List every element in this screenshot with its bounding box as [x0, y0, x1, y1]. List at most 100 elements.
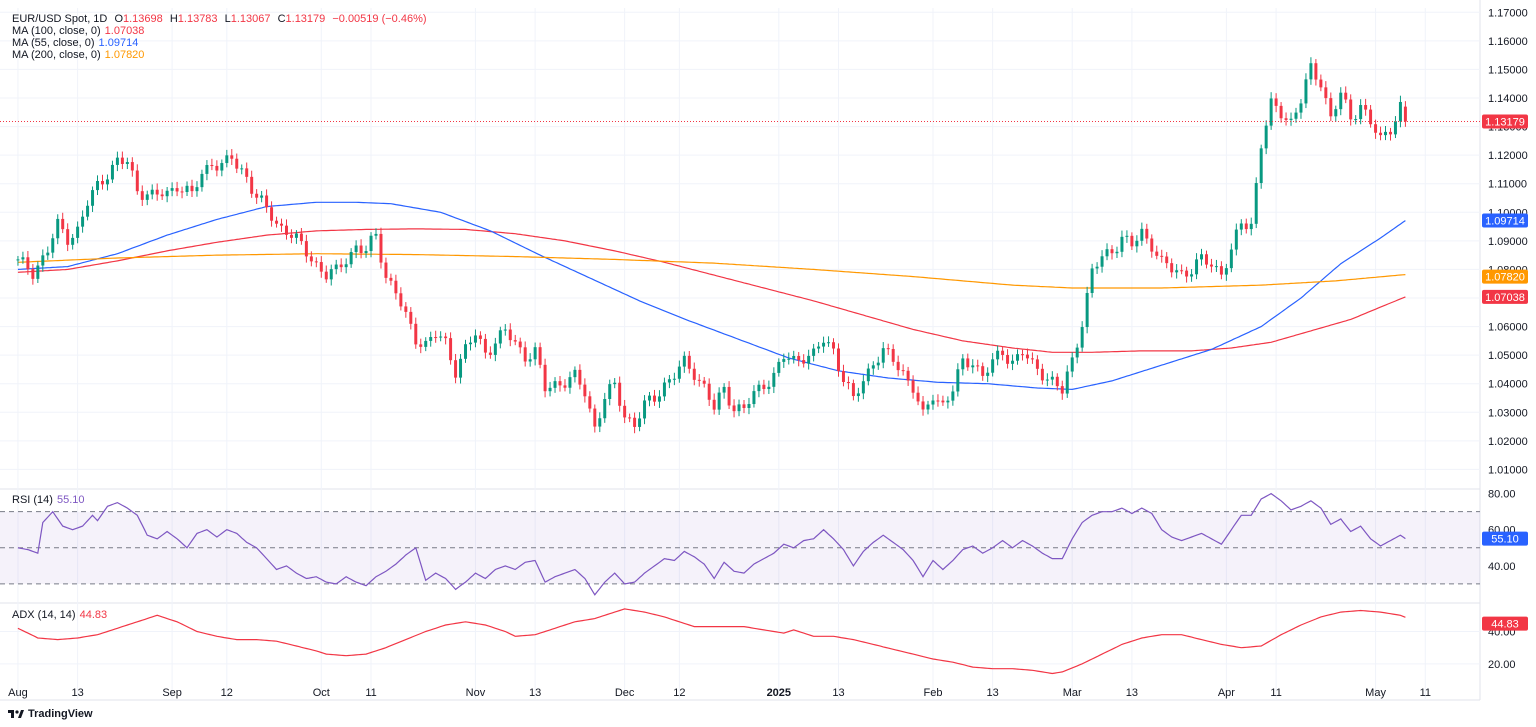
candle-up	[752, 391, 756, 405]
candle-up	[439, 336, 443, 338]
candle-down	[130, 162, 134, 171]
x-tick-label: 11	[365, 687, 376, 699]
candle-up	[195, 187, 199, 192]
price-label-bg	[1482, 213, 1528, 228]
candle-up	[782, 359, 786, 362]
candle-down	[901, 370, 905, 372]
candle-up	[1190, 274, 1194, 277]
candle-down	[832, 342, 836, 349]
adx-legend[interactable]: ADX (14, 14) 44.83	[12, 609, 111, 621]
candle-down	[399, 293, 403, 307]
candle-up	[473, 335, 477, 343]
candle-up	[334, 264, 338, 270]
candle-down	[936, 400, 940, 402]
rsi-legend[interactable]: RSI (14) 55.10	[12, 494, 89, 506]
candle-up	[374, 233, 378, 236]
candle-up	[1269, 98, 1273, 126]
candle-up	[1309, 63, 1313, 80]
candle-up	[1259, 148, 1263, 184]
candle-down	[802, 360, 806, 364]
candle-down	[1324, 87, 1328, 99]
price-tick-label: 1.03000	[1488, 407, 1528, 419]
candle-up	[747, 404, 751, 409]
tradingview-logo[interactable]: TradingView	[8, 708, 93, 720]
candle-down	[1274, 98, 1278, 106]
x-tick-label: 13	[529, 687, 541, 699]
candle-up	[1100, 256, 1104, 267]
candle-down	[633, 417, 637, 427]
candle-up	[81, 216, 85, 227]
candle-down	[419, 344, 423, 347]
candle-down	[155, 189, 159, 195]
candle-down	[508, 329, 512, 341]
candle-up	[71, 237, 75, 245]
candle-up	[96, 181, 100, 191]
candle-down	[702, 380, 706, 384]
candle-down	[762, 384, 766, 390]
adx-value-label-bg	[1482, 616, 1528, 631]
candle-up	[568, 377, 572, 388]
candle-up	[429, 337, 433, 341]
candle-down	[513, 340, 517, 342]
candle-down	[558, 381, 562, 386]
candle-down	[488, 352, 492, 355]
axes: Aug 13 Sep 12 Oct 11 Nov 13 Dec 12 2025 13 Feb 13 Mar 1…	[8, 7, 1528, 699]
candle-down	[1006, 354, 1010, 364]
candle-up	[856, 393, 860, 397]
candle-up	[1140, 228, 1144, 241]
candle-down	[1145, 228, 1149, 239]
candle-down	[628, 417, 632, 419]
candle-up	[86, 205, 90, 217]
price-tick-label: 1.05000	[1488, 350, 1528, 362]
price-tick-label: 1.04000	[1488, 379, 1528, 391]
x-tick-label: Dec	[615, 687, 635, 699]
candle-down	[389, 277, 393, 281]
candle-down	[314, 261, 318, 263]
candle-up	[757, 384, 761, 392]
x-tick-label: 13	[832, 687, 844, 699]
candle-up	[344, 264, 348, 268]
candle-up	[951, 391, 955, 401]
candle-down	[538, 347, 542, 365]
x-tick-label: Apr	[1218, 687, 1235, 699]
candle-up	[165, 190, 169, 197]
candle-down	[1374, 124, 1378, 133]
candle-down	[1329, 98, 1333, 117]
candle-down	[235, 158, 239, 169]
price-tick-label: 1.14000	[1488, 93, 1528, 105]
candle-down	[1364, 105, 1368, 110]
adx-line	[17, 608, 1406, 675]
candle-up	[827, 342, 831, 344]
ma100-legend[interactable]: MA (100, close, 0) 1.07038	[12, 25, 148, 37]
candle-up	[1135, 240, 1139, 247]
price-label-bg	[1482, 269, 1528, 284]
candle-down	[1165, 256, 1169, 264]
ma200-value: 1.07820	[104, 49, 145, 61]
candle-down	[593, 408, 597, 427]
candle-up	[1200, 254, 1204, 260]
candle-up	[533, 347, 537, 360]
ma55-legend[interactable]: MA (55, close, 0) 1.09714	[12, 37, 142, 49]
candle-down	[309, 256, 313, 262]
rsi-tick-label: 80.00	[1488, 489, 1516, 501]
candle-up	[866, 368, 870, 382]
x-tick-label: Aug	[8, 687, 28, 699]
x-tick-label: Mar	[1063, 687, 1082, 699]
candle-up	[498, 330, 502, 344]
candle-down	[1388, 131, 1392, 135]
candle-up	[354, 245, 358, 253]
candle-up	[1070, 357, 1074, 372]
candle-down	[618, 382, 622, 406]
candle-up	[1090, 268, 1094, 293]
candle-down	[518, 341, 522, 348]
candle-up	[125, 162, 129, 164]
candle-up	[1016, 354, 1020, 361]
candle-down	[623, 405, 627, 418]
ma200-legend[interactable]: MA (200, close, 0) 1.07820	[12, 49, 148, 61]
candle-down	[652, 395, 656, 402]
symbol-legend[interactable]: EUR/USD Spot, 1D O1.13698 H1.13783 L1.13…	[12, 13, 431, 25]
ma55-name: MA (55, close, 0)	[12, 37, 95, 49]
candle-up	[51, 238, 55, 253]
candle-up	[1234, 229, 1238, 250]
candle-down	[727, 386, 731, 406]
